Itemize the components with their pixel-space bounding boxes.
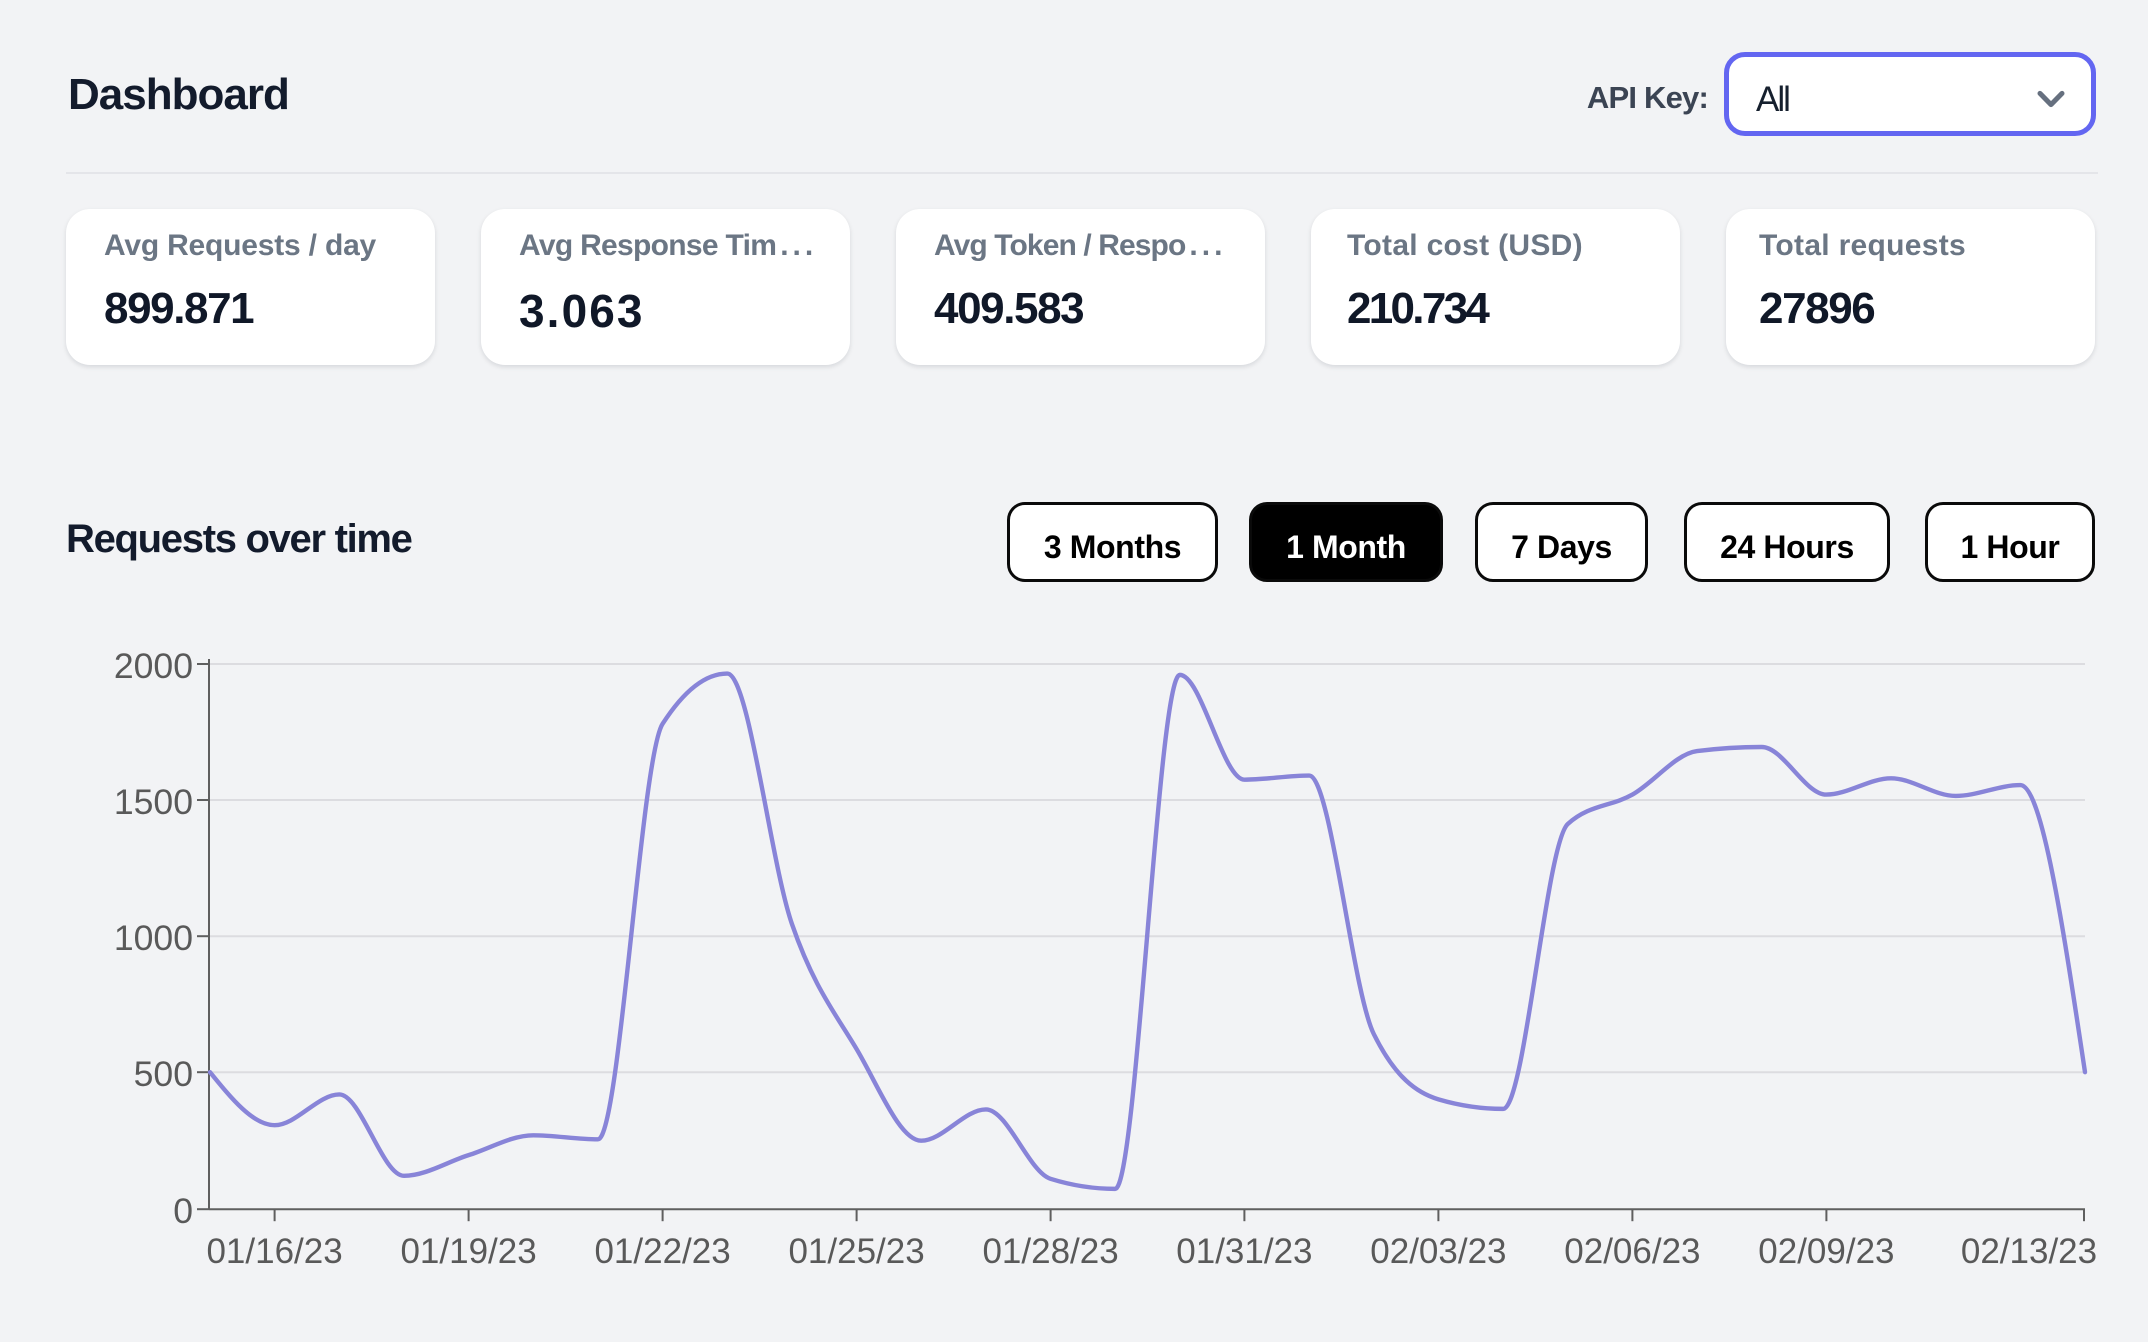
svg-text:02/09/23: 02/09/23 [1758, 1232, 1894, 1271]
svg-text:1500: 1500 [114, 782, 193, 822]
svg-text:01/19/23: 01/19/23 [400, 1232, 536, 1271]
svg-text:01/25/23: 01/25/23 [788, 1232, 924, 1271]
svg-text:02/06/23: 02/06/23 [1564, 1232, 1700, 1271]
svg-text:02/13/23: 02/13/23 [1961, 1232, 2097, 1271]
svg-text:01/31/23: 01/31/23 [1176, 1232, 1312, 1271]
svg-text:01/16/23: 01/16/23 [206, 1232, 342, 1271]
svg-text:01/22/23: 01/22/23 [594, 1232, 730, 1271]
svg-text:2000: 2000 [114, 646, 193, 686]
svg-text:02/03/23: 02/03/23 [1370, 1232, 1506, 1271]
svg-text:01/28/23: 01/28/23 [982, 1232, 1118, 1271]
svg-text:0: 0 [173, 1191, 193, 1231]
svg-text:500: 500 [134, 1054, 193, 1094]
svg-text:1000: 1000 [114, 918, 193, 958]
